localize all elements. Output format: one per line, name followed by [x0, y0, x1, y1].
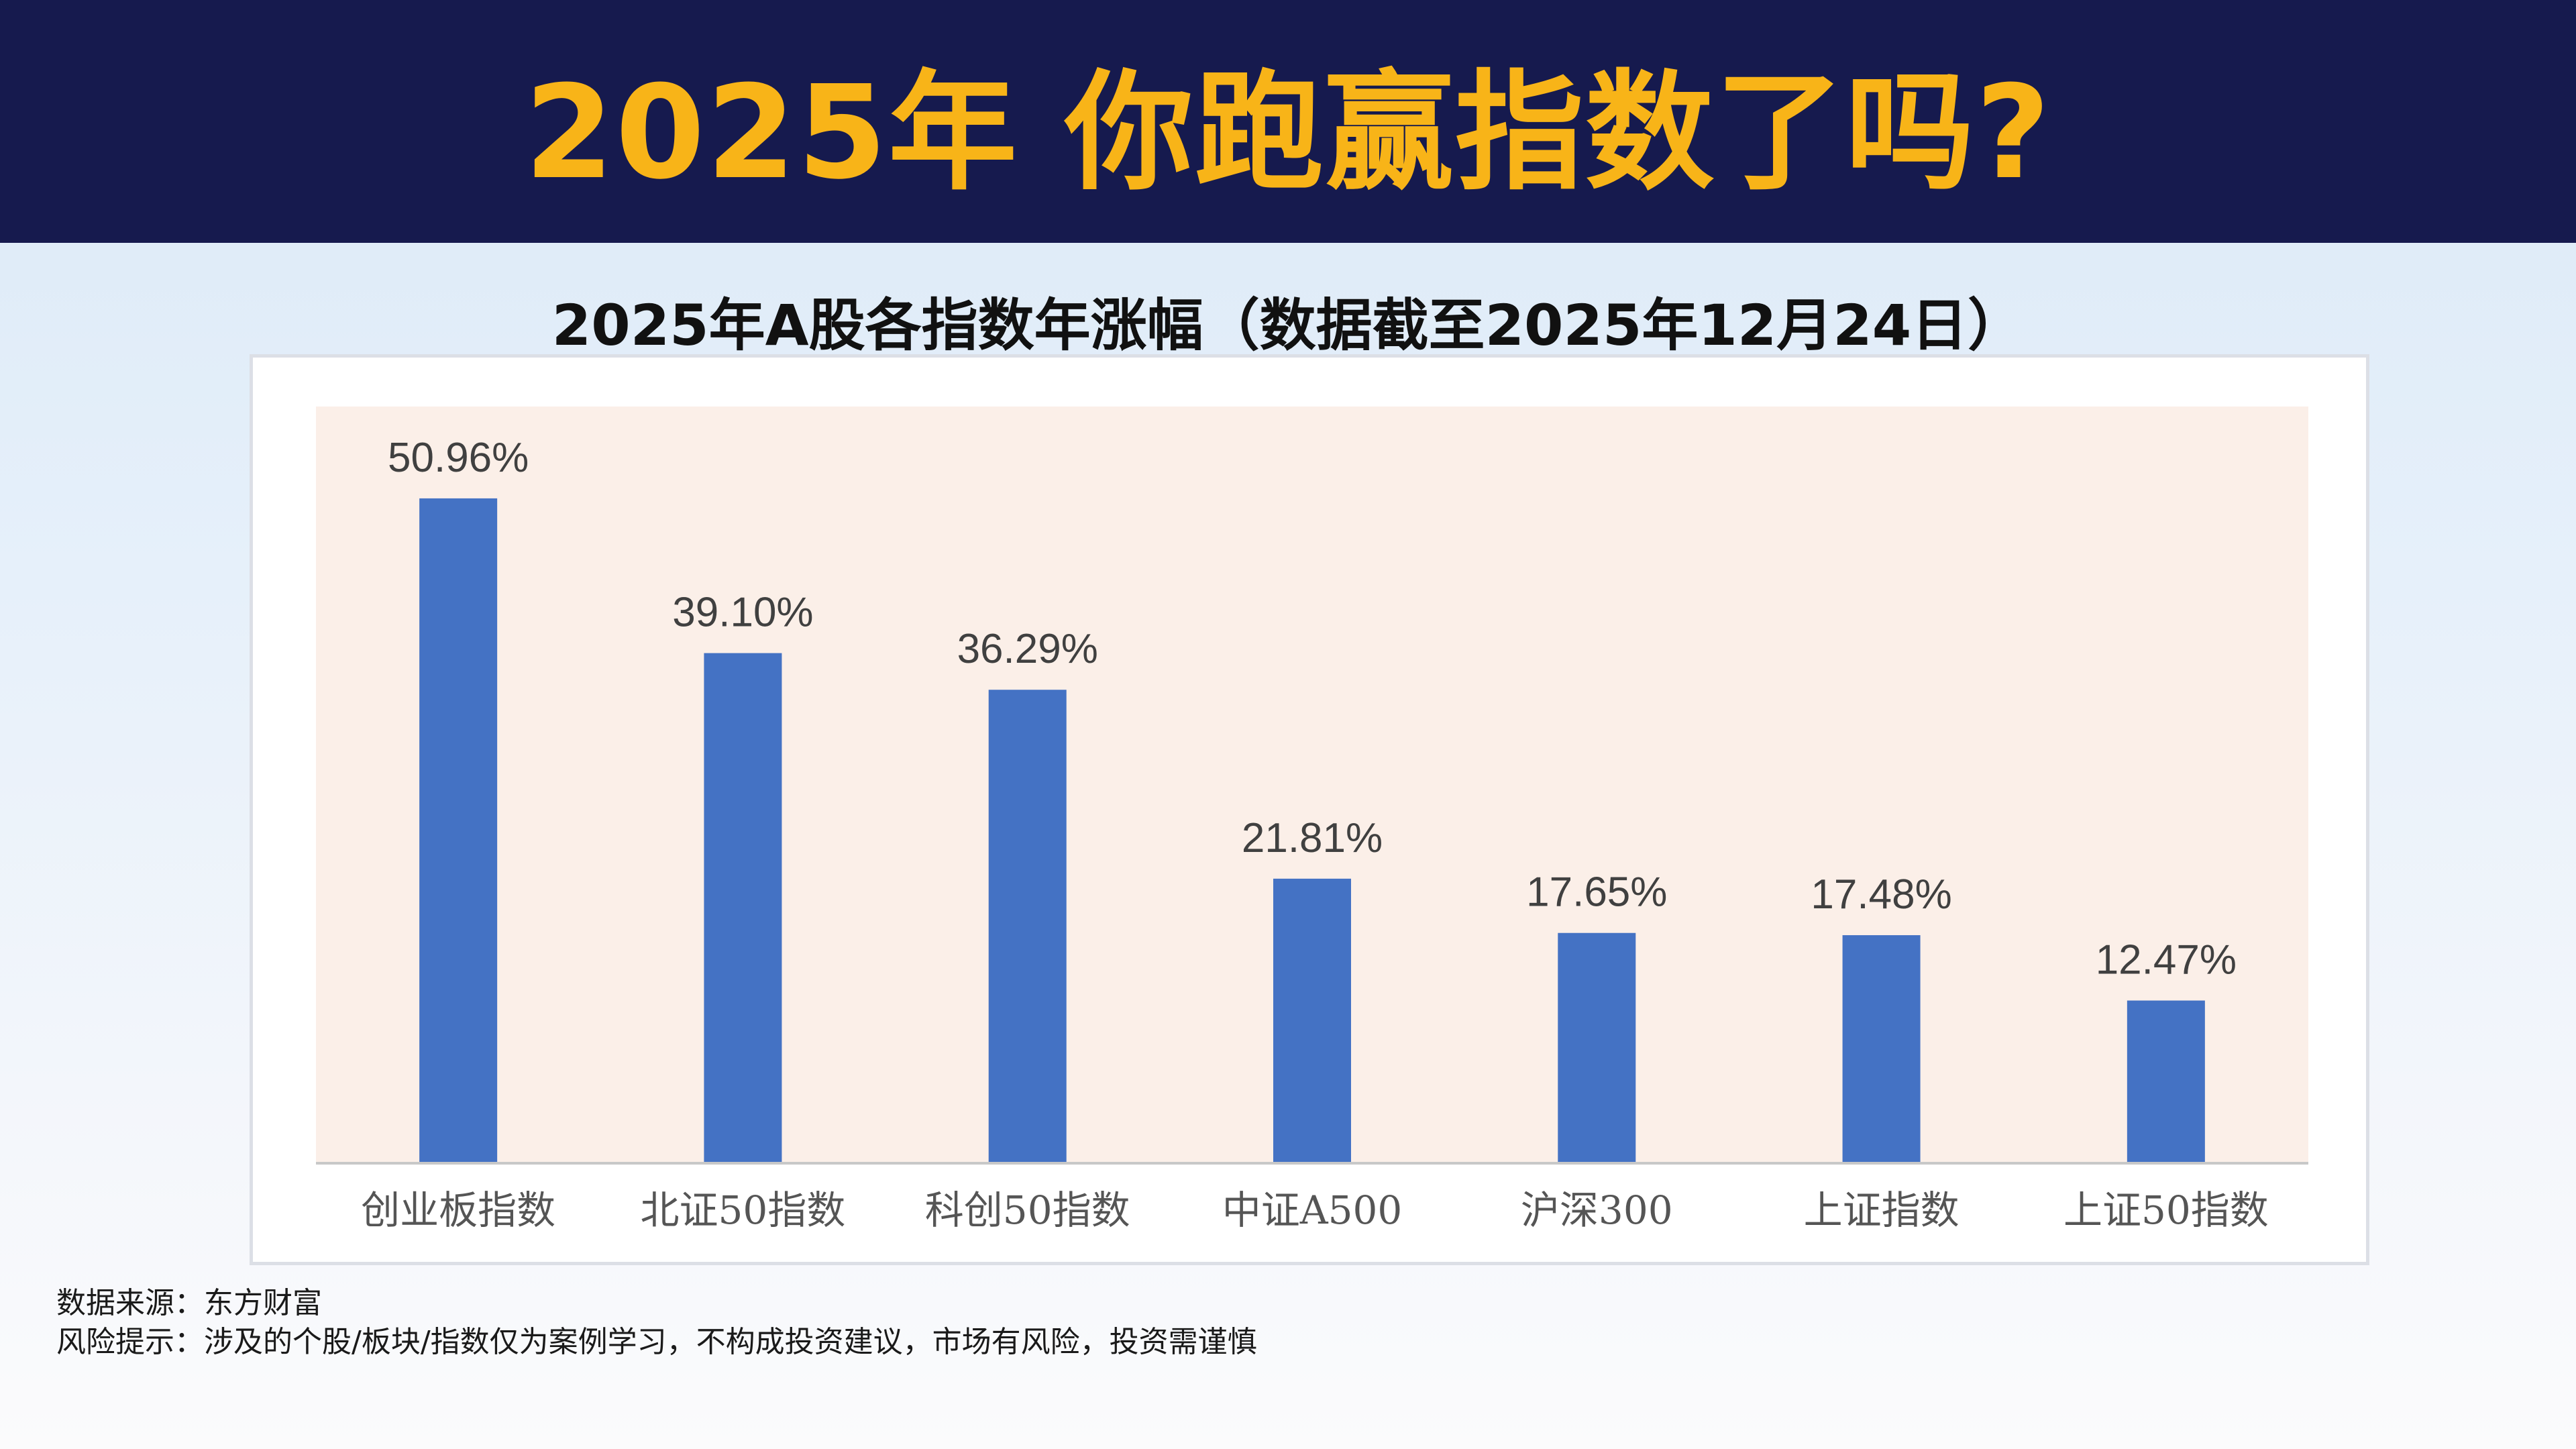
- data-label: 21.81%: [1242, 815, 1383, 861]
- headline: 2025年 你跑赢指数了吗?: [524, 58, 2052, 208]
- x-tick-label: 沪深300: [1521, 1187, 1673, 1233]
- data-label: 36.29%: [957, 626, 1098, 672]
- x-tick-label: 上证50指数: [2063, 1187, 2269, 1233]
- data-label: 50.96%: [388, 435, 529, 481]
- footnotes: 数据来源：东方财富 风险提示：涉及的个股/板块/指数仅为案例学习，不构成投资建议…: [56, 1284, 1257, 1362]
- risk-note: 风险提示：涉及的个股/板块/指数仅为案例学习，不构成投资建议，市场有风险，投资需…: [56, 1325, 1257, 1359]
- data-label: 39.10%: [672, 590, 813, 636]
- source-note: 数据来源：东方财富: [56, 1286, 322, 1320]
- x-tick-label: 中证A500: [1222, 1187, 1403, 1233]
- x-tick-label: 科创50指数: [925, 1187, 1130, 1233]
- x-tick-label: 创业板指数: [361, 1187, 555, 1233]
- bar: [1842, 935, 1921, 1163]
- data-label: 17.48%: [1811, 871, 1951, 918]
- bar: [1558, 932, 1636, 1163]
- x-tick-label: 北证50指数: [641, 1187, 846, 1233]
- data-label: 12.47%: [2096, 936, 2237, 983]
- bar: [704, 653, 782, 1163]
- header-band: 2025年 你跑赢指数了吗?: [0, 0, 2576, 243]
- bar: [2127, 1000, 2205, 1163]
- data-label: 17.65%: [1526, 869, 1667, 916]
- chart-title: 2025年A股各指数年涨幅（数据截至2025年12月24日）: [551, 292, 2025, 358]
- chart-frame: 50.96% 创业板指数 39.10% 北证50指数 36.29% 科创50指数 21.81…: [250, 354, 2369, 1265]
- bar: [988, 690, 1067, 1163]
- bar: [419, 498, 498, 1163]
- x-tick-label: 上证指数: [1804, 1187, 1960, 1233]
- bar: [1273, 878, 1351, 1163]
- bar-chart: 50.96% 创业板指数 39.10% 北证50指数 36.29% 科创50指数 21.81…: [316, 407, 2308, 1233]
